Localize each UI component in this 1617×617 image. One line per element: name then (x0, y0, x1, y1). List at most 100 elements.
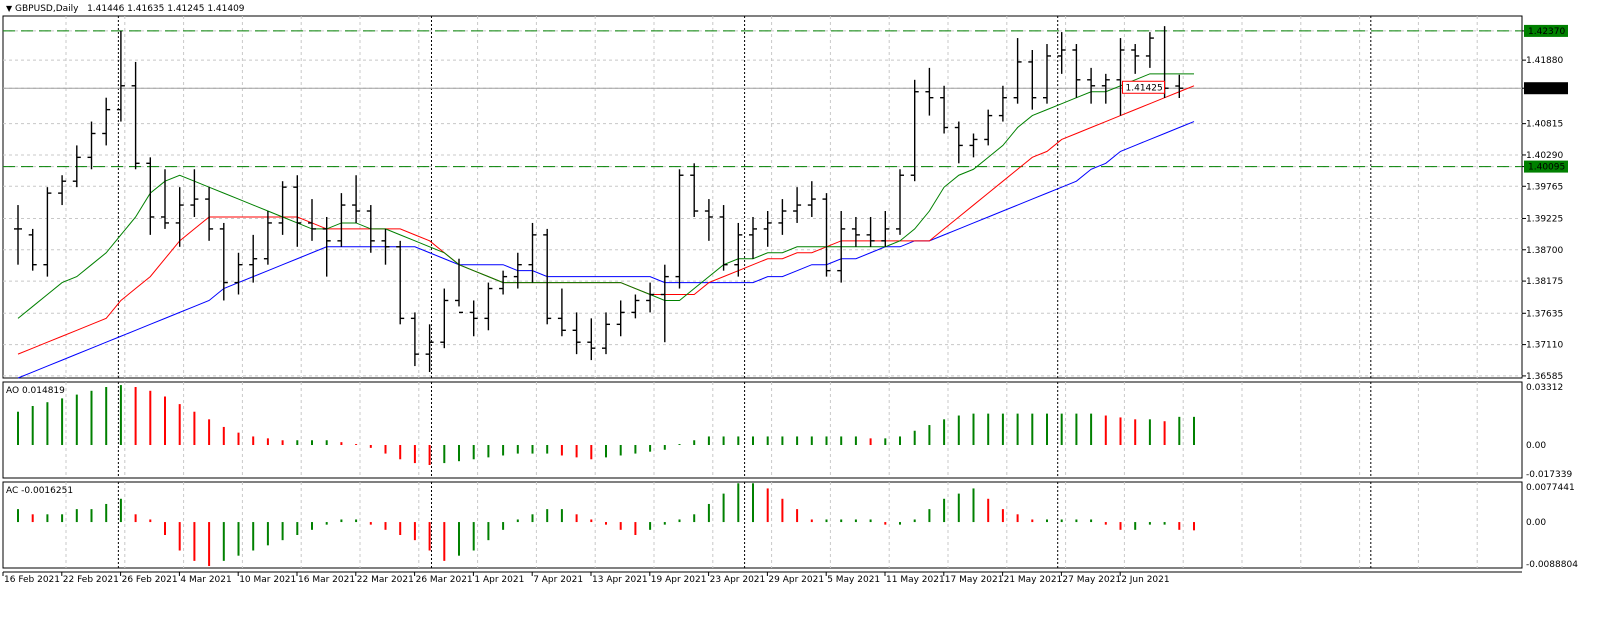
ohlc-bar (602, 312, 610, 355)
ohlc-bar (543, 228, 552, 325)
ohlc-bar (763, 211, 772, 247)
ohlc-bar (87, 121, 96, 170)
y-tick-label: 1.39765 (1526, 182, 1563, 192)
ohlc-bar (925, 67, 934, 116)
y-tick-label: 1.38700 (1526, 246, 1563, 256)
ac-pane-title: AC -0.0016251 (6, 486, 74, 496)
x-tick-label: 19 Apr 2021 (651, 575, 707, 585)
ohlc-bar (557, 288, 566, 337)
ohlc-bar (43, 187, 52, 277)
moving-average-slow (17, 121, 1195, 379)
x-tick-label: 5 May 2021 (827, 575, 880, 585)
ohlc-bar (940, 85, 949, 134)
ac-y-tick-label: 0.00 (1526, 518, 1546, 528)
ohlc-bar (660, 264, 669, 343)
ohlc-bar (719, 205, 728, 271)
ohlc-bar (1043, 44, 1051, 104)
ohlc-bar (881, 211, 890, 247)
ohlc-bar (440, 288, 449, 349)
ohlc-bar (263, 211, 272, 265)
ohlc-bar (1087, 67, 1096, 104)
ohlc-bar (469, 300, 478, 337)
ohlc-bar (822, 193, 831, 277)
ohlc-bar (1175, 74, 1184, 99)
ohlc-bar (352, 175, 361, 223)
ohlc-bar (587, 318, 596, 361)
ohlc-bar (58, 175, 67, 206)
ao-pane-frame (2, 381, 1523, 479)
triangle-down-icon[interactable]: ▼ (6, 4, 13, 13)
ohlc-bar (396, 240, 405, 325)
ohlc-bar (646, 282, 655, 313)
x-tick-label: 7 Apr 2021 (533, 575, 583, 585)
x-tick-label: 4 Mar 2021 (180, 575, 231, 585)
ao-y-tick-label: 0.00 (1526, 441, 1546, 451)
ohlc-bar (851, 216, 860, 247)
x-tick-label: 21 May 2021 (1004, 575, 1063, 585)
ohlc-bar (190, 169, 199, 217)
x-tick-label: 17 May 2021 (945, 575, 1004, 585)
x-tick-label: 16 Feb 2021 (4, 575, 60, 585)
ohlc-bar (293, 175, 302, 247)
ohlc-bar (984, 109, 993, 146)
level-price-label: 1.40095 (1528, 163, 1565, 173)
x-tick-label: 11 May 2021 (886, 575, 945, 585)
ohlc-bar (337, 193, 346, 247)
moving-average-fast (17, 73, 1194, 319)
ohlc-readout: 1.41446 1.41635 1.41245 1.41409 (87, 4, 245, 14)
ohlc-bar (704, 199, 713, 241)
ao-y-tick-label: -0.017339 (1526, 470, 1572, 480)
ohlc-bar (205, 187, 214, 241)
ohlc-bar (72, 145, 81, 188)
y-tick-label: 1.40290 (1526, 151, 1563, 161)
ohlc-bar (572, 312, 581, 355)
level-price-tag (1524, 24, 1568, 37)
ohlc-bar (513, 252, 522, 289)
x-tick-label: 26 Mar 2021 (416, 575, 473, 585)
ohlc-bar (1013, 38, 1022, 104)
ohlc-bar (910, 79, 919, 182)
y-tick-label: 1.37635 (1526, 309, 1563, 319)
ohlc-bar (1145, 32, 1154, 68)
x-tick-label: 2 Jun 2021 (1121, 575, 1169, 585)
ohlc-bar (116, 30, 125, 122)
y-tick-label: 1.40815 (1526, 120, 1563, 130)
price-annotation-box (1122, 80, 1165, 94)
ohlc-bar (484, 282, 493, 331)
ao-pane-title: AO 0.014819 (6, 386, 65, 396)
current-price-label: 1.41409 (1528, 84, 1565, 94)
price-annotation-label: 1.41425 (1126, 83, 1163, 93)
ohlc-bar (28, 228, 37, 271)
ohlc-bar (998, 85, 1007, 122)
ohlc-bar (146, 157, 155, 235)
ac-y-tick-label: -0.0088804 (1526, 560, 1578, 570)
ohlc-bar (499, 270, 508, 295)
ohlc-bar (631, 294, 640, 319)
ohlc-bar (1028, 49, 1037, 110)
ohlc-bar (896, 169, 904, 235)
ohlc-bar (1072, 44, 1081, 98)
ohlc-bar (278, 181, 287, 235)
ohlc-bar (837, 211, 846, 283)
ao-y-tick-label: 0.03312 (1526, 383, 1563, 393)
y-tick-label: 1.38175 (1526, 277, 1563, 287)
level-price-tag (1524, 160, 1568, 173)
ohlc-bar (410, 312, 419, 367)
x-tick-label: 29 Apr 2021 (768, 575, 824, 585)
ohlc-bar (161, 169, 169, 229)
ohlc-bar (749, 216, 757, 259)
ohlc-bar (793, 187, 802, 223)
ohlc-bar (322, 216, 331, 277)
ohlc-bar (14, 205, 22, 265)
ohlc-bar (969, 133, 978, 158)
x-tick-label: 1 Apr 2021 (474, 575, 524, 585)
ohlc-bar (778, 199, 787, 235)
ohlc-bar (102, 97, 111, 146)
x-tick-label: 10 Mar 2021 (239, 575, 296, 585)
ohlc-bar (175, 187, 184, 247)
ohlc-bar (734, 222, 743, 277)
ohlc-bar (425, 324, 434, 373)
ohlc-bar (308, 199, 316, 241)
